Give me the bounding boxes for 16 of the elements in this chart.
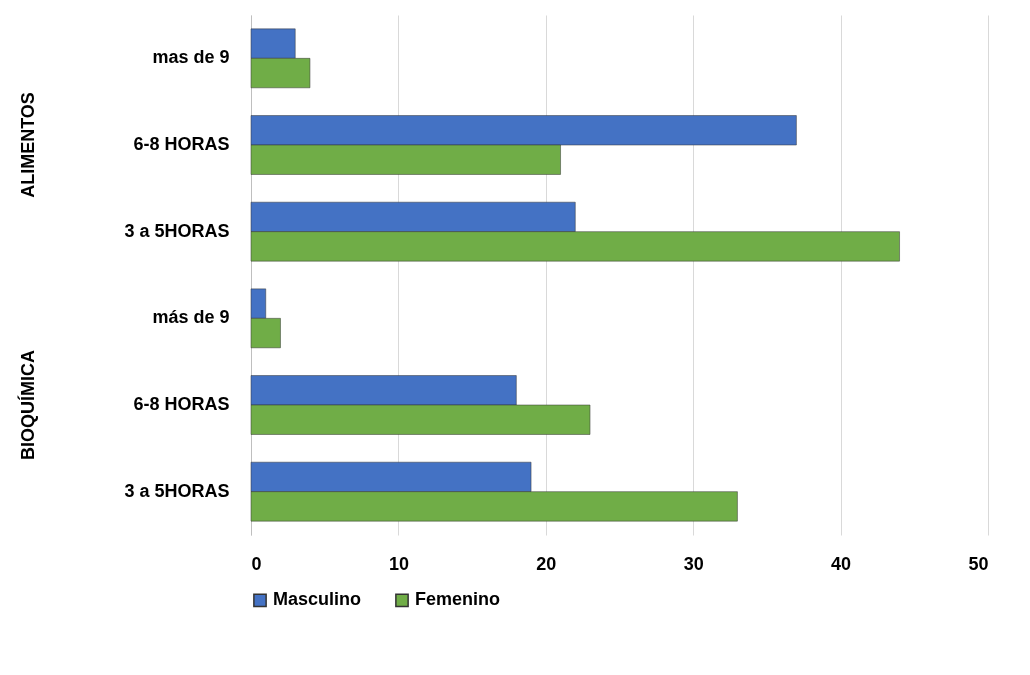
x-tick-label: 0 — [251, 553, 262, 574]
text: BIOQUÍMICA — [17, 350, 38, 460]
y-tick-label: 3 a 5HORAS — [124, 480, 230, 501]
x-tick-label: 40 — [831, 553, 852, 574]
x-tick-label: 50 — [968, 553, 989, 574]
legend-label: Masculino — [273, 589, 362, 610]
x-tick-label: 10 — [388, 553, 409, 574]
y-tick-label: 6-8 HORAS — [133, 134, 230, 154]
text: ALIMENTOS — [18, 92, 38, 198]
y-tick-label: 6-8 HORAS — [133, 394, 230, 414]
legend-label: Femenino — [415, 589, 501, 610]
y-tick-label: mas de 9 — [152, 47, 230, 68]
x-tick-label: 30 — [683, 553, 704, 574]
y-tick-label: 3 a 5HORAS — [124, 220, 230, 241]
x-tick-label: 20 — [536, 553, 557, 574]
y-tick-label: más de 9 — [152, 307, 230, 328]
